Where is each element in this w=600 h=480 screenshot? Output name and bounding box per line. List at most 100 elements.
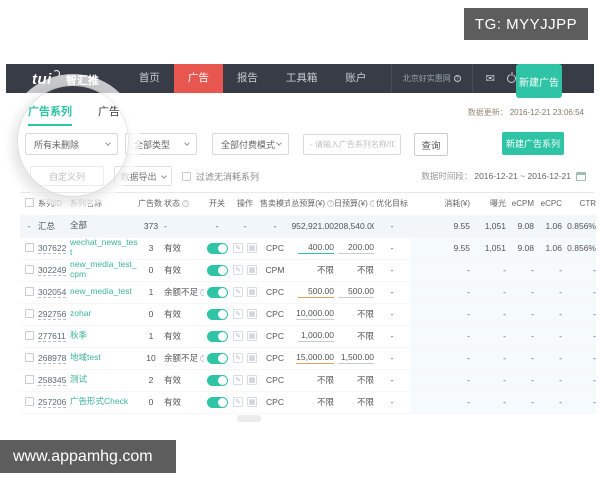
daily-budget-value[interactable]: 500.00 <box>338 286 374 298</box>
table-row: 302249 new_media_test_cpm 0 有效 ✎ ▦ CPM 不限 不限 - - - -… <box>20 259 596 281</box>
info-icon <box>327 200 334 207</box>
campaign-id-link[interactable]: 302054 <box>38 287 67 298</box>
status-info-icon <box>200 355 204 362</box>
select-all-checkbox[interactable] <box>24 198 34 207</box>
info-icon <box>369 200 374 207</box>
table-row: 302054new_media_test1余额不足✎▦CPC500.00500.… <box>20 281 596 303</box>
chart-icon[interactable]: ✎ <box>233 309 243 320</box>
search-button[interactable]: 查询 <box>414 133 448 156</box>
total-budget-value[interactable]: 1,000.00 <box>298 330 334 342</box>
total-budget-value[interactable]: 15,000.00 <box>296 352 334 364</box>
row-checkbox[interactable] <box>24 396 34 406</box>
table-row: 277611 秋季 1 有效 ✎ ▦ CPC 1,000.00 不限 - - - - - - <box>20 325 596 347</box>
total-budget-value[interactable]: 500.00 <box>298 286 334 298</box>
nav-item-report[interactable]: 报告 <box>236 72 258 84</box>
campaign-toggle[interactable] <box>206 242 228 254</box>
row-checkbox[interactable] <box>24 374 34 384</box>
campaign-name-link[interactable]: new_media_test_cpm <box>70 259 137 279</box>
tab-ad[interactable]: 广告 <box>98 106 120 118</box>
campaign-id-link[interactable]: 307622 <box>38 243 67 254</box>
daily-budget-value[interactable]: 1,500.00 <box>338 352 374 364</box>
campaign-toggle[interactable] <box>206 264 228 276</box>
new-ad-button[interactable]: 新建广告 <box>516 64 562 98</box>
tabs: 广告系列 广告 <box>28 103 146 126</box>
info-icon <box>182 200 189 207</box>
site-watermark: www.appamhg.com <box>0 440 176 473</box>
chart-icon[interactable]: ✎ <box>233 287 243 298</box>
chart-icon[interactable]: ✎ <box>233 375 243 386</box>
chart-icon[interactable]: ✎ <box>233 265 243 276</box>
nav-item-toolbox[interactable]: 工具箱 <box>285 72 318 84</box>
campaign-id-link[interactable]: 277611 <box>38 331 66 342</box>
delete-filter[interactable]: 所有未删除 <box>25 133 118 155</box>
campaign-name-link[interactable]: zohar <box>70 308 92 319</box>
nav-item-home[interactable]: 首页 <box>138 72 160 84</box>
custom-columns-button[interactable]: 自定义列 <box>30 166 104 186</box>
campaign-id-link[interactable]: 292756 <box>38 309 67 320</box>
campaign-toggle[interactable] <box>206 352 228 364</box>
table-row: 268978地域test10余额不足✎▦CPC15,000.001,500.00… <box>20 347 596 369</box>
campaign-toggle[interactable] <box>206 374 228 386</box>
total-budget-value[interactable]: 400.00 <box>298 242 334 254</box>
row-checkbox[interactable] <box>24 264 34 274</box>
row-checkbox[interactable] <box>24 308 34 318</box>
new-campaign-button[interactable]: 新建广告系列 <box>502 132 564 155</box>
account-name[interactable]: 北京好实惠网 <box>390 64 473 93</box>
grid-icon[interactable]: ▦ <box>247 353 257 364</box>
chart-icon[interactable]: ✎ <box>233 353 243 364</box>
campaign-name-link[interactable]: 秋季 <box>70 330 88 341</box>
table-row: 258345 测试 2 有效 ✎ ▦ CPC 不限 不限 - - - - - - <box>20 369 596 391</box>
data-updated: 数据更新： 2016-12-21 23:06:54 <box>468 107 584 118</box>
daily-budget-value[interactable]: 200.00 <box>338 242 374 254</box>
grid-icon[interactable]: ▦ <box>247 331 257 342</box>
row-checkbox[interactable] <box>24 330 34 340</box>
export-button[interactable]: 数据导出 <box>114 166 172 186</box>
grid-icon[interactable]: ▦ <box>247 287 257 298</box>
filter-checkbox-label: 过滤无消耗系列 <box>196 172 260 182</box>
campaign-toggle[interactable] <box>206 286 228 298</box>
filter-checkbox[interactable] <box>182 172 191 181</box>
campaign-id-link[interactable]: 302249 <box>38 265 67 276</box>
campaign-toggle[interactable] <box>206 308 228 320</box>
total-budget-value[interactable]: 10,000.00 <box>296 308 334 320</box>
nav-menu: 首页 广告 报告 工具箱 账户 <box>125 64 381 93</box>
chevron-down-icon <box>276 139 282 146</box>
campaign-id-link[interactable]: 268978 <box>38 353 67 364</box>
site-watermark-text: www.appamhg.com <box>13 447 153 465</box>
grid-icon[interactable]: ▦ <box>247 265 257 276</box>
type-filter[interactable]: 全部类型 <box>125 133 197 155</box>
calendar-icon[interactable] <box>576 171 586 181</box>
grid-icon[interactable]: ▦ <box>247 397 257 408</box>
campaign-name-link[interactable]: new_media_test <box>70 286 132 297</box>
campaign-id-link[interactable]: 257206 <box>38 397 67 408</box>
logout-icon[interactable] <box>507 74 516 83</box>
app-logo[interactable]: tui 智汇推 <box>32 70 99 88</box>
grid-icon[interactable]: ▦ <box>247 309 257 320</box>
chart-icon[interactable]: ✎ <box>233 243 243 254</box>
tab-campaign[interactable]: 广告系列 <box>28 103 72 126</box>
col-header: 消耗(¥) <box>444 199 470 208</box>
data-updated-label: 数据更新： <box>467 108 508 117</box>
nav-item-ads[interactable]: 广告 <box>173 64 223 93</box>
date-range-value[interactable]: 2016-12-21 ~ 2016-12-21 <box>474 171 571 181</box>
chart-icon[interactable]: ✎ <box>233 331 243 342</box>
campaign-name-link[interactable]: 测试 <box>70 374 88 385</box>
chart-icon[interactable]: ✎ <box>233 397 243 408</box>
campaign-name-link[interactable]: 广告形式Check <box>70 396 129 407</box>
grid-icon[interactable]: ▦ <box>247 243 257 254</box>
row-checkbox[interactable] <box>24 352 34 362</box>
campaign-name-link[interactable]: wechat_news_test <box>70 237 138 257</box>
search-input[interactable] <box>303 134 401 155</box>
row-checkbox[interactable] <box>24 242 34 252</box>
paymode-filter[interactable]: 全部付费模式 <box>212 133 289 155</box>
grid-icon[interactable]: ▦ <box>247 375 257 386</box>
campaign-name-link[interactable]: 地域test <box>70 352 101 363</box>
campaign-toggle[interactable] <box>206 330 228 342</box>
campaign-toggle[interactable] <box>206 396 228 408</box>
row-checkbox[interactable] <box>24 286 34 296</box>
messages-icon[interactable]: ✉ <box>485 73 495 85</box>
nav-item-account[interactable]: 账户 <box>345 72 367 84</box>
account-name-text: 北京好实惠网 <box>402 74 451 83</box>
campaign-id-link[interactable]: 258345 <box>38 375 67 386</box>
